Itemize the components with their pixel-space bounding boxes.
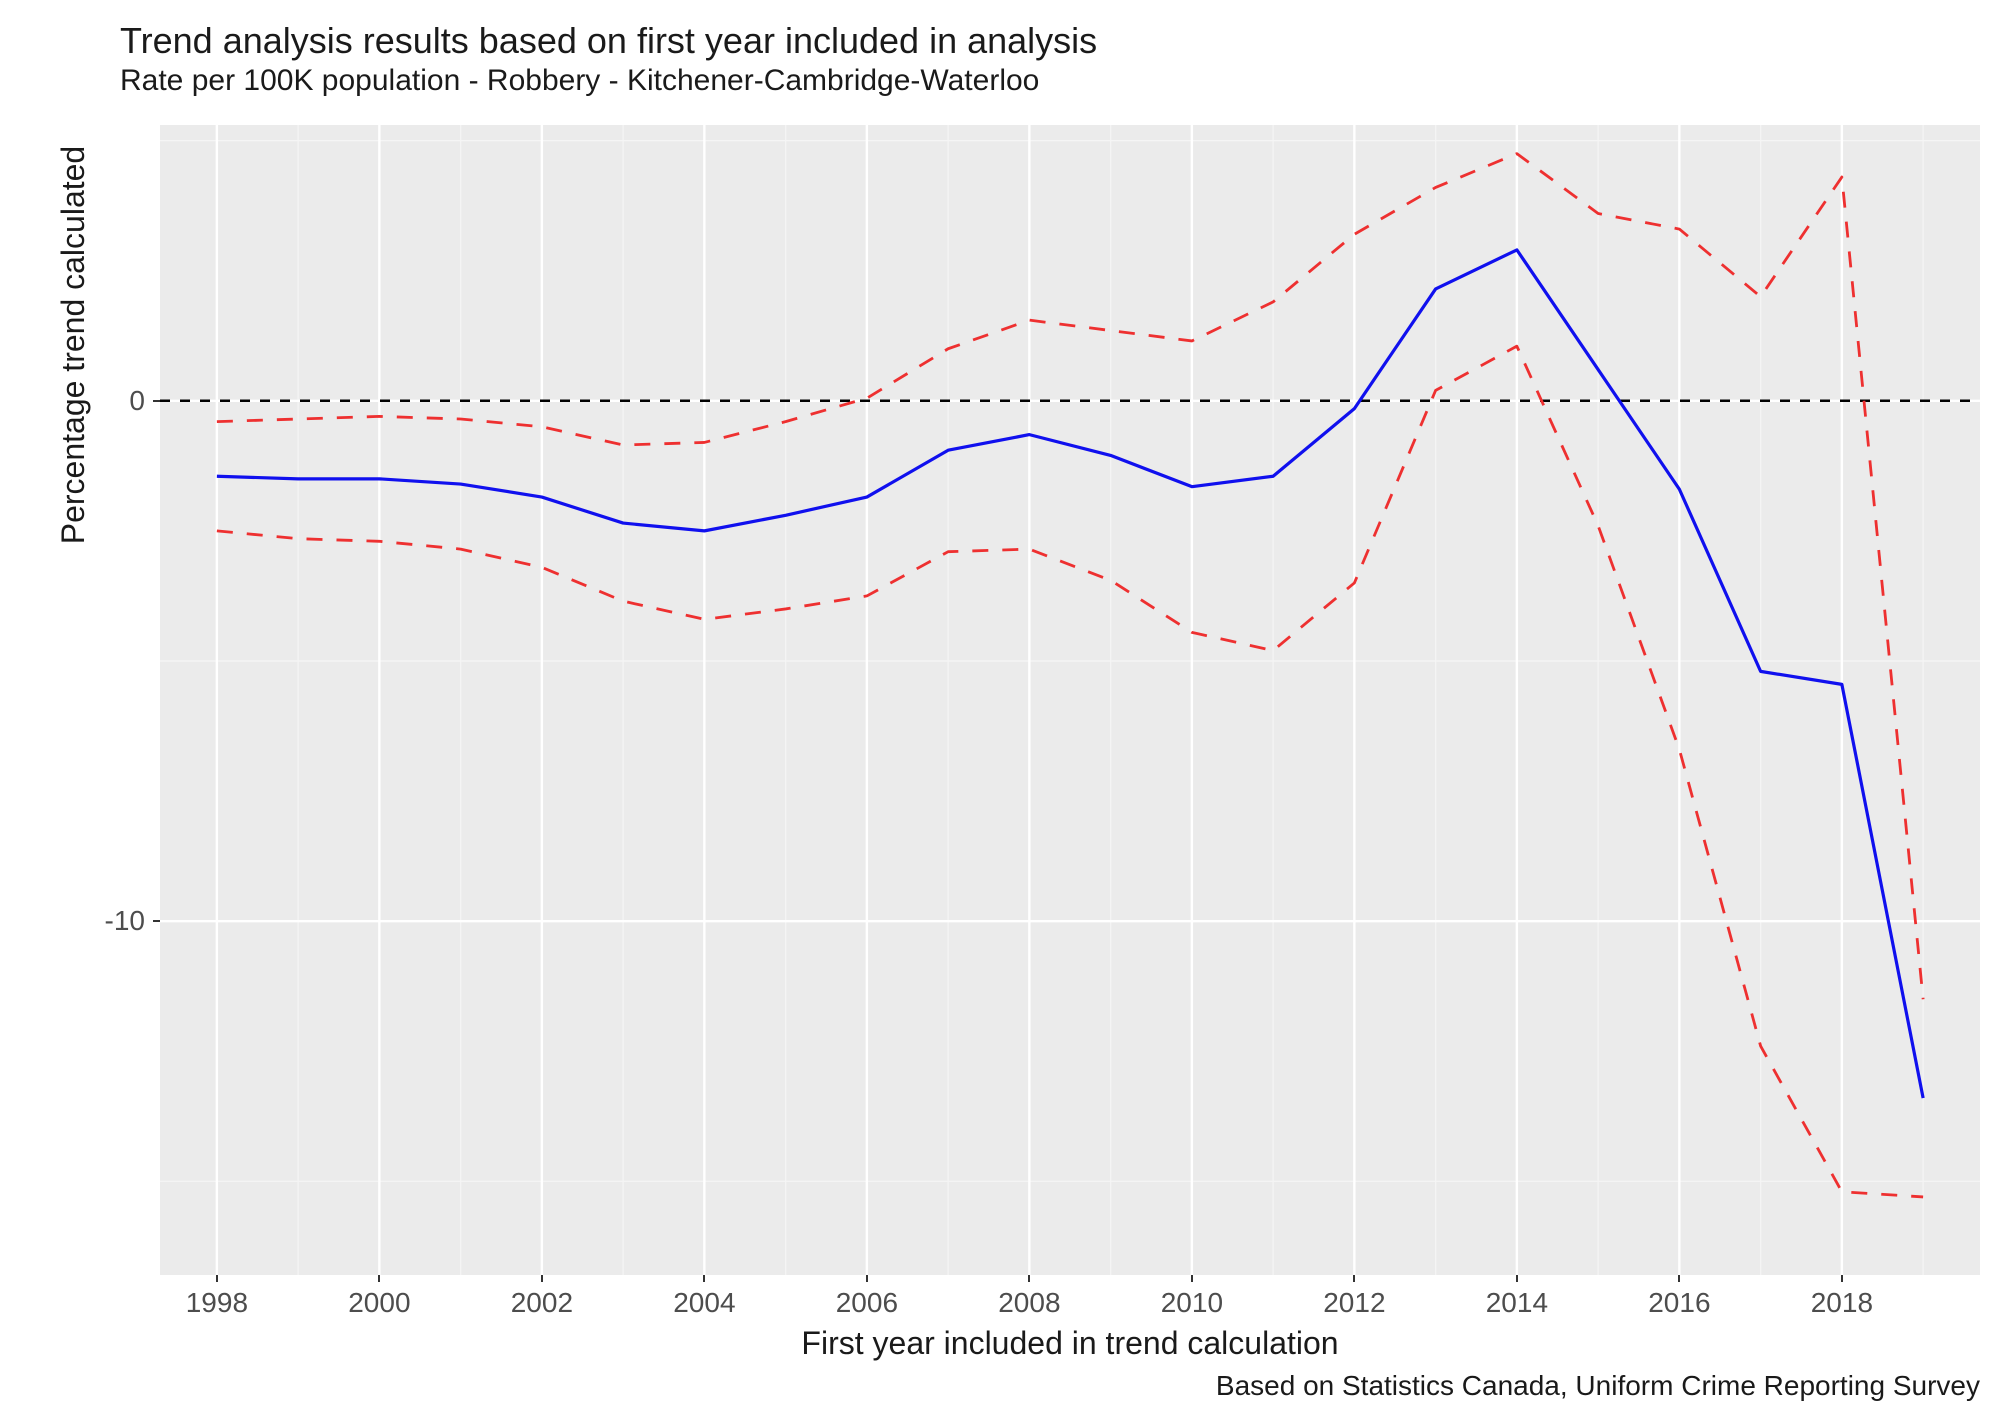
y-axis-title: Percentage trend calculated [55,0,92,920]
x-tick-mark [1353,1275,1355,1282]
x-tick-label: 2014 [1486,1287,1548,1319]
y-tick-label: 0 [95,385,145,417]
x-tick-label: 2010 [1161,1287,1223,1319]
chart-lines [20,20,2000,1315]
series-trend [217,250,1923,1098]
x-tick-mark [1191,1275,1193,1282]
x-axis-title: First year included in trend calculation [160,1325,1980,1362]
x-tick-mark [703,1275,705,1282]
y-tick-mark [153,920,160,922]
x-tick-mark [1841,1275,1843,1282]
x-tick-label: 2002 [511,1287,573,1319]
x-tick-mark [378,1275,380,1282]
x-tick-label: 2012 [1323,1287,1385,1319]
x-tick-mark [216,1275,218,1282]
x-tick-mark [1678,1275,1680,1282]
chart-caption: Based on Statistics Canada, Uniform Crim… [1216,1370,1980,1402]
x-tick-label: 2018 [1811,1287,1873,1319]
x-tick-mark [866,1275,868,1282]
x-tick-mark [1516,1275,1518,1282]
series-upper_ci [217,154,1923,1000]
x-tick-label: 1998 [186,1287,248,1319]
chart-container: Trend analysis results based on first ye… [20,20,1980,1408]
y-tick-mark [153,400,160,402]
x-tick-label: 2006 [836,1287,898,1319]
x-tick-label: 2004 [673,1287,735,1319]
x-tick-label: 2008 [998,1287,1060,1319]
x-tick-mark [541,1275,543,1282]
x-tick-label: 2016 [1648,1287,1710,1319]
x-tick-label: 2000 [348,1287,410,1319]
x-tick-mark [1028,1275,1030,1282]
y-tick-label: -10 [95,905,145,937]
